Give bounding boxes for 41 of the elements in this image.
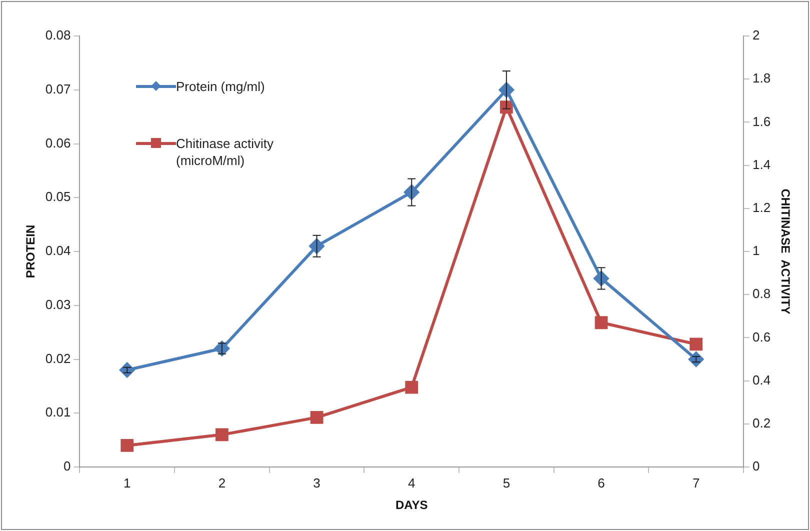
point [690,338,703,351]
y-tick-label: 0.03 [45,296,71,312]
y2-tick-label: 1.4 [752,156,771,172]
point [214,340,230,356]
x-tick-label: 4 [408,475,416,490]
point [216,428,228,442]
y-tick-label: 0.01 [45,404,71,420]
point [405,380,418,394]
x-tick-label: 7 [692,475,700,490]
y2-tick-label: 0.6 [752,329,771,344]
x-tick-label: 3 [313,475,320,490]
y2-tick-label: 1 [752,243,760,258]
y2-tick-label: 2 [752,28,760,43]
legend-label: Chitinase activity (microM/ml) [176,135,275,169]
y2-tick-label: 1.2 [752,200,771,215]
x-tick-label: 5 [502,475,510,490]
y-tick-label: 0.05 [45,189,71,204]
point [310,410,324,424]
y2-tick-label: 0 [752,458,760,474]
y2-tick-label: 0.4 [752,372,771,388]
y2-tick-label: 1.8 [752,70,771,86]
point [120,439,134,452]
y-tick-label: 0.08 [45,28,71,43]
x-tick-label: 6 [598,475,605,490]
legend-label: Protein (mg/ml) [176,78,265,95]
y-tick-label: 0.04 [45,243,71,258]
y-tick-label: 0.02 [45,350,71,366]
x-tick-label: 1 [124,475,131,490]
y2-tick-label: 0.8 [752,286,771,302]
x-tick-label: 2 [218,475,226,490]
y-axis-title: PROTEIN [24,224,38,278]
y2-axis-title: CHITINASE ACTIVITY [778,188,792,314]
y2-tick-label: 0.2 [752,415,771,430]
x-axis-title: DAYS [395,498,428,512]
y-tick-label: 0 [63,458,71,474]
y-tick-label: 0.06 [45,135,71,150]
y2-tick-label: 1.6 [752,114,771,129]
point [120,362,135,378]
y-tick-label: 0.07 [45,81,71,96]
point [594,316,608,330]
point [688,352,704,367]
